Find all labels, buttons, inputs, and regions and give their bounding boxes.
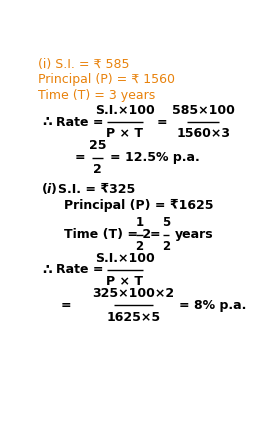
Text: S.I. = ₹325: S.I. = ₹325	[58, 183, 135, 196]
Text: 585×100: 585×100	[172, 104, 235, 117]
Text: = 8% p.a.: = 8% p.a.	[179, 299, 247, 312]
Text: S.I.×100: S.I.×100	[95, 252, 155, 264]
Text: i: i	[47, 183, 51, 196]
Text: years: years	[175, 228, 213, 241]
Text: P × T: P × T	[106, 128, 143, 140]
Text: Principal (P) = ₹1625: Principal (P) = ₹1625	[64, 199, 213, 212]
Text: 25: 25	[89, 139, 107, 152]
Text: =: =	[61, 299, 71, 312]
Text: P × T: P × T	[106, 275, 143, 288]
Text: =: =	[157, 116, 167, 128]
Text: Principal (P) = ₹ 1560: Principal (P) = ₹ 1560	[38, 73, 175, 86]
Text: 2: 2	[136, 240, 144, 253]
Text: ): )	[50, 183, 56, 196]
Text: Rate =: Rate =	[56, 116, 104, 128]
Text: 1: 1	[136, 216, 144, 229]
Text: Rate =: Rate =	[56, 264, 104, 276]
Text: S.I.×100: S.I.×100	[95, 104, 155, 117]
Text: 325×100×2: 325×100×2	[92, 287, 175, 300]
Text: ∴: ∴	[42, 263, 52, 277]
Text: 5: 5	[162, 216, 170, 229]
Text: Time (T) = 2: Time (T) = 2	[64, 228, 151, 241]
Text: 1560×3: 1560×3	[176, 128, 230, 140]
Text: ∴: ∴	[42, 115, 52, 129]
Text: = 12.5% p.a.: = 12.5% p.a.	[110, 151, 200, 164]
Text: 2: 2	[93, 163, 102, 176]
Text: =: =	[75, 151, 85, 164]
Text: 2: 2	[162, 240, 170, 253]
Text: 1625×5: 1625×5	[106, 311, 161, 324]
Text: (: (	[42, 183, 48, 196]
Text: Time (T) = 3 years: Time (T) = 3 years	[38, 88, 155, 102]
Text: (i) S.I. = ₹ 585: (i) S.I. = ₹ 585	[38, 58, 130, 71]
Text: =: =	[150, 228, 160, 241]
